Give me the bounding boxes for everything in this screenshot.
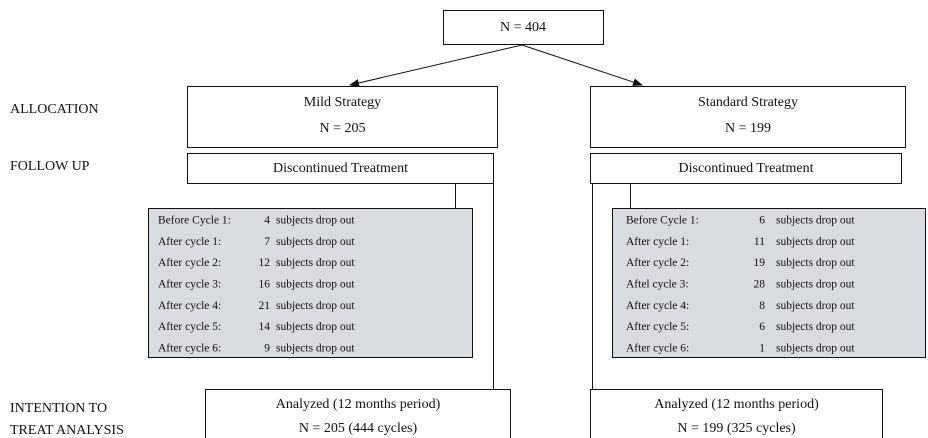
- stage-label: INTENTION TO: [10, 401, 107, 416]
- dropout-box: [148, 208, 473, 358]
- dropout-count: 16: [259, 279, 271, 291]
- dropout-count: 6: [759, 321, 765, 333]
- dropout-count: 28: [754, 279, 766, 291]
- dropout-text: subjects drop out: [776, 321, 855, 333]
- arm-name: Mild Strategy: [304, 95, 381, 110]
- dropout-label: After cycle 5:: [158, 321, 221, 333]
- dropout-label: After cycle 2:: [158, 257, 221, 269]
- dropout-label: After cycle 4:: [158, 300, 221, 312]
- dropout-text: subjects drop out: [776, 279, 855, 291]
- arm-n: N = 199: [725, 121, 771, 136]
- dropout-count: 6: [759, 215, 765, 227]
- total-label: N = 404: [500, 20, 546, 35]
- dropout-label: Before Cycle 1:: [158, 215, 231, 227]
- dropout-text: subjects drop out: [276, 279, 355, 291]
- dropout-label: After cycle 1:: [158, 236, 221, 248]
- dropout-text: subjects drop out: [276, 215, 355, 227]
- dropout-text: subjects drop out: [276, 257, 355, 269]
- dropout-label: After cycle 6:: [158, 342, 221, 354]
- stage-label: FOLLOW UP: [10, 159, 90, 174]
- dropout-count: 7: [264, 236, 270, 248]
- dropout-count: 11: [754, 236, 765, 248]
- dropout-label: After cycle 4:: [626, 300, 689, 312]
- dropout-text: subjects drop out: [276, 321, 355, 333]
- dropout-count: 19: [754, 257, 766, 269]
- dropout-label: Aftel cycle 3:: [626, 279, 689, 291]
- dropout-text: subjects drop out: [776, 342, 855, 354]
- dropout-box: [612, 208, 926, 358]
- analyzed-title: Analyzed (12 months period): [654, 397, 819, 412]
- dropout-text: subjects drop out: [276, 342, 355, 354]
- dropout-text: subjects drop out: [776, 300, 855, 312]
- stage-label: TREAT ANALYSIS: [10, 423, 124, 438]
- dropout-label: After cycle 6:: [626, 342, 689, 354]
- dropout-label: After cycle 3:: [158, 279, 221, 291]
- arm-name: Standard Strategy: [698, 95, 798, 110]
- allocation-box: [187, 86, 498, 148]
- dropout-count: 4: [264, 215, 270, 227]
- arm-n: N = 205: [319, 121, 365, 136]
- followup-box: [187, 153, 494, 184]
- dropout-count: 9: [264, 342, 270, 354]
- analyzed-box: [205, 389, 511, 438]
- dropout-count: 12: [259, 257, 271, 269]
- followup-label: Discontinued Treatment: [679, 161, 814, 176]
- dropout-text: subjects drop out: [776, 236, 855, 248]
- followup-label: Discontinued Treatment: [273, 161, 408, 176]
- dropout-text: subjects drop out: [276, 236, 355, 248]
- dropout-text: subjects drop out: [776, 215, 855, 227]
- arrow: [521, 44, 643, 86]
- stage-label: ALLOCATION: [10, 102, 99, 117]
- followup-box: [590, 153, 902, 184]
- dropout-count: 1: [759, 342, 765, 354]
- analyzed-box: [590, 389, 883, 438]
- analyzed-n: N = 199 (325 cycles): [677, 421, 796, 436]
- dropout-count: 14: [259, 321, 271, 333]
- dropout-text: subjects drop out: [276, 300, 355, 312]
- arrow: [349, 44, 523, 87]
- dropout-count: 21: [259, 300, 271, 312]
- analyzed-n: N = 205 (444 cycles): [299, 421, 418, 436]
- analyzed-title: Analyzed (12 months period): [276, 397, 441, 412]
- dropout-label: After cycle 1:: [626, 236, 689, 248]
- dropout-label: After cycle 2:: [626, 257, 689, 269]
- total-box: [443, 10, 604, 45]
- allocation-box: [590, 86, 906, 148]
- dropout-text: subjects drop out: [776, 257, 855, 269]
- dropout-label: After cycle 5:: [626, 321, 689, 333]
- dropout-label: Before Cycle 1:: [626, 215, 699, 227]
- dropout-count: 8: [759, 300, 765, 312]
